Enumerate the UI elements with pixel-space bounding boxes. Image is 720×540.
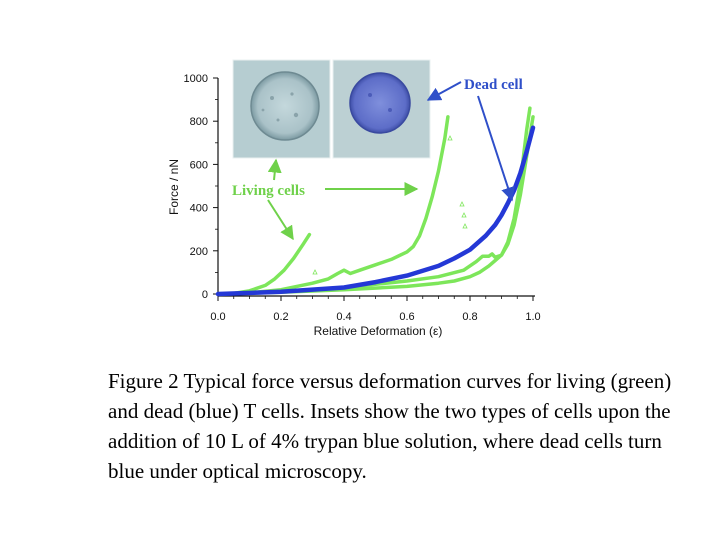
marker-triangle — [462, 223, 468, 229]
x-tick-label: 0.0 — [210, 311, 225, 323]
scatter-markers — [312, 135, 468, 275]
x-tick-label: 0.4 — [336, 311, 351, 323]
living-cell-curve — [216, 115, 535, 296]
living-cell-granule — [276, 118, 280, 122]
living-cell-curve — [216, 115, 450, 296]
x-tick-label: 1.0 — [525, 311, 540, 323]
dead-cell-curve — [215, 125, 536, 297]
y-tick-label: 200 — [190, 246, 208, 258]
microscopy-insets — [232, 59, 431, 159]
dead-cell-image — [349, 72, 411, 134]
living-cell-curve — [216, 106, 532, 296]
living-arrow-to-curve — [267, 199, 294, 241]
y-tick-label: 1000 — [184, 73, 208, 85]
x-tick-label: 0.2 — [273, 311, 288, 323]
dead-cell-label: Dead cell — [464, 77, 523, 93]
force-deformation-chart: 0.0 0.2 0.4 0.6 0.8 1.0 0 200 400 600 800 1000 Rel… — [167, 59, 541, 338]
dead-cell-spot — [368, 93, 372, 97]
living-cell-image — [250, 71, 320, 141]
living-arrow-to-inset — [267, 158, 282, 181]
dead-cell-arrow-to-inset — [426, 81, 462, 101]
axes: 0.0 0.2 0.4 0.6 0.8 1.0 0 200 400 600 800 1000 Rel… — [167, 73, 541, 338]
living-cell-granule — [270, 96, 274, 100]
marker-triangle — [312, 269, 318, 275]
x-tick-label: 0.6 — [399, 311, 414, 323]
marker-triangle — [459, 201, 465, 207]
dead-cell-arrow-to-curve — [477, 95, 515, 202]
x-axis-title: Relative Deformation (ε) — [314, 324, 443, 338]
annotations: Dead cell Living cells — [232, 77, 523, 241]
living-cell-granule — [293, 112, 299, 118]
living-cell-granule — [261, 108, 265, 112]
y-tick-label: 400 — [190, 203, 208, 215]
figure-caption: Figure 2 Typical force versus deformatio… — [108, 369, 672, 483]
x-tick-label: 0.8 — [462, 311, 477, 323]
y-tick-label: 600 — [190, 159, 208, 171]
y-tick-label: 0 — [202, 289, 208, 301]
marker-triangle — [461, 212, 467, 218]
y-tick-label: 800 — [190, 116, 208, 128]
y-axis-title: Force / nN — [167, 159, 181, 215]
dead-cell-spot — [388, 108, 392, 112]
living-cells-label: Living cells — [232, 183, 305, 199]
living-cell-granule — [290, 92, 294, 96]
marker-triangle — [447, 135, 453, 141]
